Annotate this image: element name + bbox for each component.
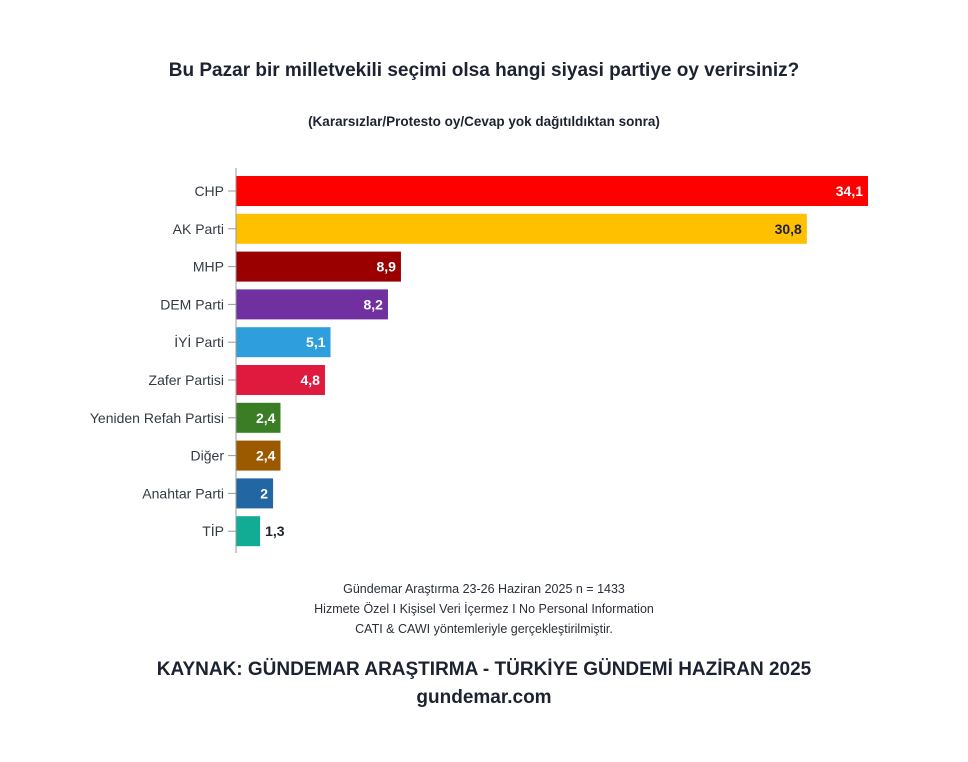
value-label: 34,1 — [836, 183, 863, 199]
value-label: 4,8 — [300, 372, 320, 388]
bar — [236, 478, 274, 509]
category-label: İYİ Parti — [174, 333, 224, 350]
chart-subtitle: (Kararsızlar/Protesto oy/Cevap yok dağıt… — [308, 114, 660, 129]
value-label: 2 — [260, 485, 268, 501]
chart-title: Bu Pazar bir milletvekili seçimi olsa ha… — [168, 60, 800, 81]
bar — [236, 516, 261, 547]
bar-chart: CHP 34,1 AK Parti 30,8 MHP 8,9 DEM Parti 8,2 İYİ… — [90, 168, 868, 553]
bar — [236, 289, 388, 320]
value-label: 8,2 — [364, 296, 384, 312]
value-label: 5,1 — [306, 334, 326, 350]
value-label: 30,8 — [775, 221, 802, 237]
value-label: 2,4 — [256, 410, 276, 426]
survey-info: Gündemar Araştırma 23-26 Haziran 2025 n … — [343, 582, 625, 596]
category-label: AK Parti — [173, 221, 224, 237]
privacy-note: Hizmete Özel I Kişisel Veri İçermez I No… — [314, 602, 654, 616]
source-line: KAYNAK: GÜNDEMAR ARAŞTIRMA - TÜRKİYE GÜN… — [156, 659, 812, 680]
bar — [236, 365, 325, 395]
category-label: Diğer — [191, 448, 225, 464]
bar — [236, 251, 401, 282]
category-label: MHP — [193, 259, 224, 275]
bar — [236, 327, 331, 358]
category-label: Anahtar Parti — [142, 485, 224, 501]
bar — [236, 176, 868, 206]
category-label: Yeniden Refah Partisi — [90, 410, 224, 426]
category-label: CHP — [194, 183, 224, 199]
category-label: TİP — [202, 522, 224, 539]
website: gundemar.com — [416, 687, 552, 708]
bar — [236, 213, 807, 244]
value-label: 1,3 — [265, 523, 285, 539]
category-label: DEM Parti — [160, 296, 224, 312]
bar — [236, 402, 281, 433]
value-label: 2,4 — [256, 448, 276, 464]
bar — [236, 440, 281, 471]
value-label: 8,9 — [376, 259, 396, 275]
method-note: CATI & CAWI yöntemleriyle gerçekleştiril… — [355, 622, 613, 636]
category-label: Zafer Partisi — [149, 372, 224, 388]
